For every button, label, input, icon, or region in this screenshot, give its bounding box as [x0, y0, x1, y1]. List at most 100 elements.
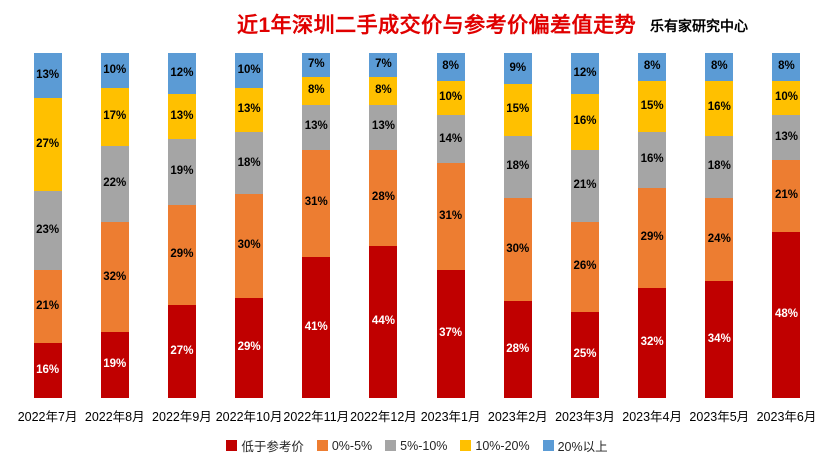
- data-label: 7%: [375, 58, 392, 71]
- bar-segment: 16%: [33, 342, 62, 398]
- legend-marker: [385, 440, 397, 451]
- bar-segment: 7%: [302, 53, 331, 78]
- data-label: 34%: [707, 332, 731, 345]
- data-label: 15%: [640, 99, 664, 112]
- bar-segment: 16%: [570, 94, 599, 150]
- bar-segment: 19%: [167, 139, 196, 205]
- bar-segment: 8%: [369, 77, 398, 105]
- data-label: 44%: [371, 315, 395, 328]
- data-label: 19%: [103, 358, 127, 371]
- bar-stack: 16% 21% 23% 27% 13%: [33, 53, 62, 398]
- legend-marker: [542, 440, 554, 451]
- bar-segment: 12%: [570, 53, 599, 95]
- legend-label: 0%-5%: [331, 438, 373, 453]
- research-center-label: 乐有家研究中心: [650, 18, 748, 34]
- data-label: 18%: [707, 160, 731, 173]
- data-label: 18%: [506, 160, 530, 173]
- bar-column: 19% 32% 22% 17% 10% 2022年8月: [81, 53, 148, 425]
- data-label: 24%: [707, 232, 731, 245]
- x-axis-label: 2022年12月: [350, 410, 417, 424]
- data-label: 21%: [573, 179, 597, 192]
- bar-segment: 21%: [33, 270, 62, 343]
- bar-segment: 12%: [167, 53, 196, 95]
- data-label: 21%: [774, 189, 798, 202]
- legend-item: 0%-5%: [316, 438, 373, 453]
- bar-segment: 22%: [100, 146, 129, 223]
- bar-segment: 18%: [503, 135, 532, 198]
- x-axis-label: 2022年9月: [152, 410, 212, 424]
- bar-stack: 37% 31% 14% 10% 8%: [436, 53, 465, 398]
- bar-segment: 10%: [235, 53, 264, 88]
- data-label: 26%: [573, 260, 597, 273]
- legend-item: 5%-10%: [385, 439, 447, 453]
- bar-segment: 41%: [302, 256, 331, 398]
- data-label: 28%: [506, 342, 530, 355]
- data-label: 31%: [439, 210, 463, 223]
- data-label: 8%: [710, 60, 728, 73]
- bar-column: 48% 21% 13% 10% 8% 2023年6月: [753, 53, 820, 425]
- bar-segment: 27%: [33, 97, 62, 192]
- data-label: 32%: [640, 336, 664, 349]
- bar-stack: 34% 24% 18% 16% 8%: [705, 53, 734, 398]
- legend-marker: [316, 440, 328, 451]
- bar-segment: 10%: [100, 53, 129, 88]
- data-label: 16%: [640, 153, 664, 166]
- bar-segment: 13%: [369, 104, 398, 150]
- bar-segment: 48%: [772, 232, 801, 398]
- data-label: 32%: [103, 270, 127, 283]
- data-label: 8%: [375, 84, 392, 97]
- legend-marker: [460, 440, 472, 451]
- data-label: 8%: [643, 60, 661, 73]
- bar-segment: 31%: [302, 149, 331, 257]
- bar-stack: 29% 30% 18% 13% 10%: [235, 53, 264, 398]
- bar-segment: 28%: [369, 149, 398, 247]
- bar-column: 41% 31% 13% 8% 7% 2022年11月: [283, 53, 350, 425]
- data-label: 17%: [103, 110, 127, 123]
- data-label: 22%: [103, 177, 127, 190]
- bar-segment: 27%: [167, 304, 196, 398]
- x-axis-label: 2023年6月: [756, 410, 817, 424]
- data-label: 41%: [304, 320, 328, 333]
- x-axis-label: 2022年11月: [283, 410, 350, 424]
- bar-segment: 18%: [235, 132, 264, 195]
- data-label: 8%: [307, 84, 325, 97]
- bar-stack: 28% 30% 18% 15% 9%: [503, 53, 532, 398]
- bar-segment: 32%: [638, 287, 667, 398]
- bar-segment: 21%: [570, 149, 599, 223]
- bar-segment: 13%: [772, 115, 801, 160]
- x-axis-label: 2023年3月: [555, 410, 615, 424]
- bar-segment: 13%: [235, 87, 264, 133]
- x-axis-label: 2023年2月: [487, 410, 548, 424]
- legend-item: 10%-20%: [460, 438, 530, 453]
- data-label: 13%: [170, 110, 194, 123]
- data-label: 13%: [371, 120, 395, 133]
- bar-segment: 30%: [235, 194, 264, 298]
- legend-label: 低于参考价: [241, 440, 304, 454]
- bar-column: 16% 21% 23% 27% 13% 2022年7月: [14, 53, 81, 425]
- bar-segment: 8%: [638, 53, 667, 81]
- data-label: 23%: [36, 223, 60, 236]
- x-axis-label: 2023年1月: [420, 410, 481, 424]
- bar-segment: 14%: [436, 115, 465, 164]
- data-label: 8%: [442, 60, 459, 73]
- bar-segment: 9%: [503, 53, 532, 85]
- data-label: 18%: [237, 156, 261, 169]
- bar-segment: 17%: [100, 87, 129, 147]
- bar-segment: 16%: [638, 132, 667, 188]
- data-label: 31%: [304, 196, 328, 209]
- data-label: 19%: [170, 165, 194, 178]
- bar-stack: 27% 29% 19% 13% 12%: [167, 53, 196, 398]
- bar-column: 37% 31% 14% 10% 8% 2023年1月: [417, 53, 484, 425]
- legend-label: 10%-20%: [475, 438, 530, 453]
- data-label: 10%: [103, 63, 127, 76]
- data-label: 10%: [237, 63, 261, 76]
- plot-area: 16% 21% 23% 27% 13% 2022年7月 19% 32% 22% 17% 10% 202…: [14, 53, 820, 425]
- bar-stack: 48% 21% 13% 10% 8%: [772, 53, 801, 398]
- bar-segment: 26%: [570, 222, 599, 312]
- bar-segment: 13%: [167, 94, 196, 140]
- bar-segment: 29%: [235, 297, 264, 398]
- x-axis-label: 2022年7月: [17, 410, 78, 424]
- data-label: 16%: [707, 101, 731, 114]
- data-label: 12%: [573, 66, 597, 79]
